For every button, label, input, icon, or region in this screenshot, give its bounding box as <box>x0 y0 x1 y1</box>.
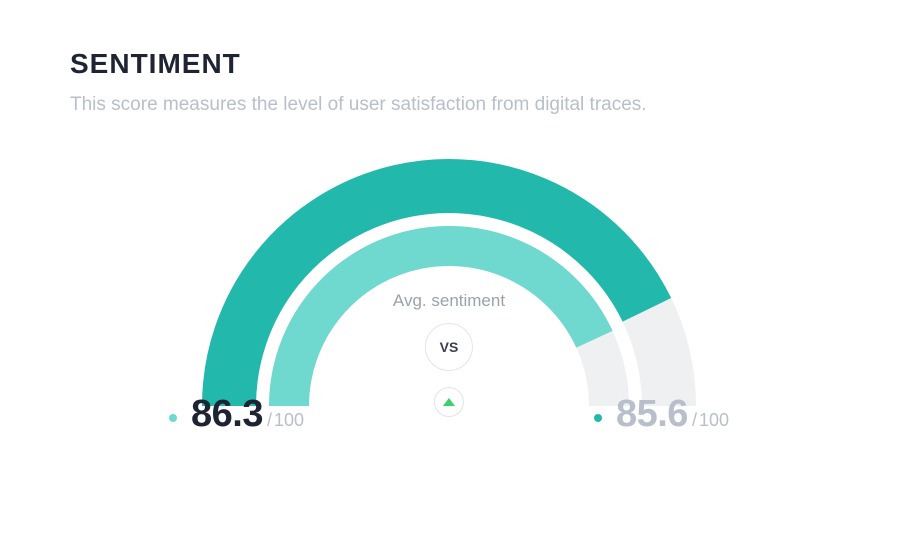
value-right-number: 85.6 <box>616 393 688 436</box>
value-left-slash: / <box>267 410 272 431</box>
value-left-denom: 100 <box>274 410 304 431</box>
vs-badge: VS <box>425 323 473 371</box>
value-left-number: 86.3 <box>191 393 263 436</box>
value-left: 86.3 / 100 <box>169 393 304 436</box>
gauge-label: Avg. sentiment <box>393 291 505 311</box>
card-subtitle: This score measures the level of user sa… <box>70 94 828 116</box>
card-title: SENTIMENT <box>70 48 828 80</box>
value-right-slash: / <box>692 410 697 431</box>
value-right: 85.6 / 100 <box>594 393 729 436</box>
dot-right <box>594 414 602 422</box>
value-right-denom: 100 <box>699 410 729 431</box>
sentiment-card: SENTIMENT This score measures the level … <box>0 0 898 426</box>
values-row: 86.3 / 100 85.6 / 100 <box>169 393 729 436</box>
dot-left <box>169 414 177 422</box>
gauge-area: Avg. sentiment VS 86.3 / 100 85.6 / 100 <box>169 146 729 426</box>
